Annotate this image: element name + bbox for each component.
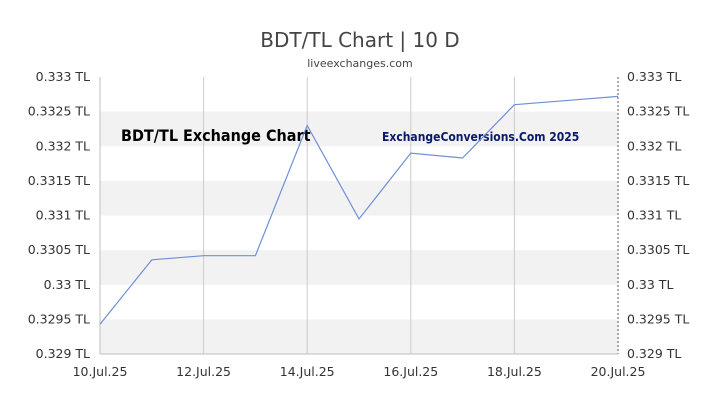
vertical-gridlines <box>203 77 515 354</box>
x-tick-label: 12.Jul.25 <box>176 364 231 379</box>
y-tick-label-right: 0.332 TL <box>627 138 681 153</box>
x-tick-label: 10.Jul.25 <box>73 364 128 379</box>
plot-band <box>100 180 618 216</box>
y-tick-label-right: 0.3295 TL <box>627 311 689 326</box>
x-tick-label: 20.Jul.25 <box>591 364 646 379</box>
chart-annotation-right: ExchangeConversions.Com 2025 <box>382 130 579 144</box>
x-tick-label: 16.Jul.25 <box>383 364 438 379</box>
y-tick-label-left: 0.33 TL <box>44 277 90 292</box>
x-tick-label: 14.Jul.25 <box>280 364 335 379</box>
y-tick-label-left: 0.3325 TL <box>28 104 90 119</box>
chart-title: BDT/TL Chart | 10 D <box>260 28 459 52</box>
y-tick-label-right: 0.3305 TL <box>627 242 689 257</box>
series-layer <box>99 95 619 325</box>
y-axis-right: 0.333 TL 0.3325 TL 0.332 TL 0.3315 TL 0.331 … <box>627 69 689 361</box>
chart-annotation-left: BDT/TL Exchange Chart <box>121 126 311 145</box>
plot-axes <box>99 77 619 355</box>
plot-band <box>100 250 618 285</box>
y-tick-label-right: 0.329 TL <box>627 346 681 361</box>
y-tick-label-left: 0.3305 TL <box>28 242 90 257</box>
series-line <box>99 95 619 325</box>
plot-band <box>100 319 618 354</box>
y-axis-left: 0.333 TL 0.3325 TL 0.332 TL 0.3315 TL 0.331 … <box>28 69 90 361</box>
chart-subtitle: liveexchanges.com <box>307 57 412 70</box>
y-tick-label-right: 0.33 TL <box>627 277 673 292</box>
y-tick-label-left: 0.3295 TL <box>28 311 90 326</box>
y-tick-label-left: 0.333 TL <box>36 69 90 84</box>
x-tick-label: 18.Jul.25 <box>487 364 542 379</box>
y-tick-label-right: 0.331 TL <box>627 208 681 223</box>
y-tick-label-left: 0.331 TL <box>36 208 90 223</box>
y-tick-label-right: 0.3325 TL <box>627 104 689 119</box>
y-tick-label-left: 0.3315 TL <box>28 173 90 188</box>
plot-bands <box>100 111 618 354</box>
y-tick-label-right: 0.333 TL <box>627 69 681 84</box>
y-tick-label-left: 0.332 TL <box>36 138 90 153</box>
y-tick-label-right: 0.3315 TL <box>627 173 689 188</box>
x-axis: 10.Jul.25 12.Jul.25 14.Jul.25 16.Jul.25 18.J… <box>73 364 646 379</box>
plot-band <box>100 111 618 147</box>
y-tick-label-left: 0.329 TL <box>36 346 90 361</box>
